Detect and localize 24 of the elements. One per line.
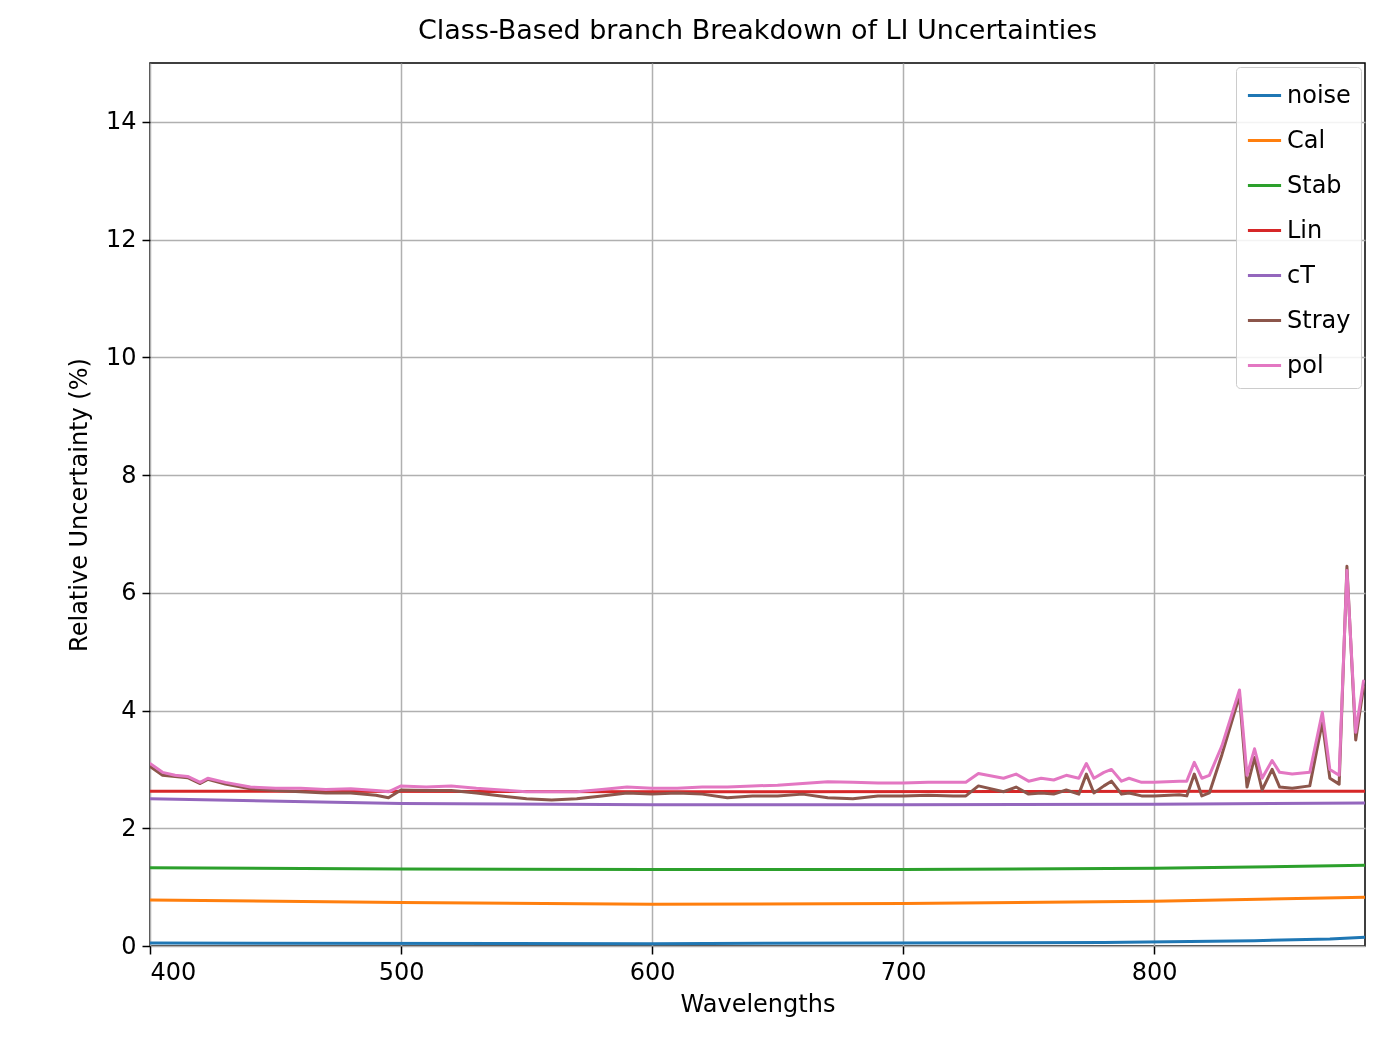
x-tick-label: 800 (1131, 957, 1178, 986)
x-tick-label: 700 (880, 957, 927, 986)
legend-label: Lin (1287, 215, 1323, 244)
y-tick-label: 0 (121, 931, 137, 960)
legend-label: Stab (1287, 170, 1342, 199)
line-series (150, 895, 1365, 906)
x-tick-label: 500 (378, 957, 425, 986)
legend-label: pol (1287, 350, 1324, 379)
y-tick-label: 10 (105, 342, 137, 371)
legend-label: Cal (1287, 125, 1326, 154)
legend-label: Stray (1287, 305, 1351, 334)
x-tick-label: 400 (150, 957, 197, 986)
x-axis-title: Wavelengths (680, 989, 836, 1018)
x-tick-label: 600 (629, 957, 676, 986)
y-tick-label: 2 (121, 813, 137, 842)
chart-title: Class-Based branch Breakdown of LI Uncertainties (417, 14, 1098, 45)
y-axis-title: Relative Uncertainty (%) (64, 358, 93, 652)
y-tick-label: 12 (105, 225, 137, 254)
y-tick-label: 14 (105, 107, 137, 136)
legend-label: cT (1287, 260, 1316, 289)
y-tick-label: 6 (121, 578, 137, 607)
legend-label: noise (1287, 80, 1351, 109)
y-tick-label: 8 (121, 460, 137, 489)
y-tick-label: 4 (121, 696, 137, 725)
